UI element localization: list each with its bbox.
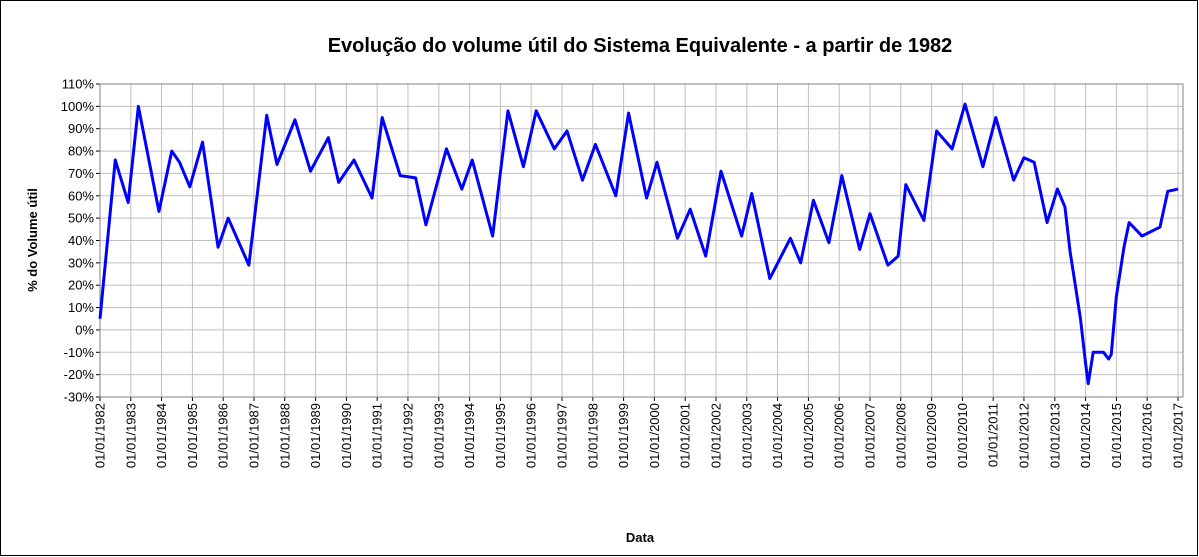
y-tick-label: -10% [64, 345, 95, 360]
x-tick-label: 01/01/1998 [585, 403, 600, 468]
y-tick-label: 40% [68, 233, 94, 248]
x-tick-label: 01/01/2008 [893, 403, 908, 468]
plot-frame [99, 83, 1184, 398]
x-tick-label: 01/01/1996 [524, 403, 539, 468]
x-tick-label: 01/01/1997 [555, 403, 570, 468]
x-tick-label: 01/01/1993 [431, 403, 446, 468]
x-tick-label: 01/01/2012 [1016, 403, 1031, 468]
x-tick-label: 01/01/1982 [93, 403, 108, 468]
y-tick-label: 30% [68, 255, 94, 270]
x-tick-label: 01/01/2011 [986, 403, 1001, 467]
x-tick-label: 01/01/1994 [462, 403, 477, 468]
y-tick-label: 0% [75, 322, 94, 337]
x-tick-label: 01/01/2002 [709, 403, 724, 468]
x-axis-label: Data [626, 530, 655, 545]
y-tick-label: 10% [68, 300, 94, 315]
x-tick-label: 01/01/1995 [493, 403, 508, 468]
y-tick-label: 80% [68, 144, 94, 159]
x-tick-label: 01/01/2001 [678, 403, 693, 468]
y-tick-label: -20% [64, 367, 95, 382]
x-tick-label: 01/01/2000 [647, 403, 662, 468]
y-tick-label: 60% [68, 188, 94, 203]
x-tick-label: 01/01/2014 [1078, 403, 1093, 468]
y-tick-label: -30% [64, 390, 95, 405]
x-tick-label: 01/01/2017 [1171, 403, 1186, 468]
x-tick-label: 01/01/1989 [308, 403, 323, 468]
y-tick-label: 50% [68, 211, 94, 226]
x-tick-label: 01/01/1985 [185, 403, 200, 468]
x-tick-label: 01/01/2004 [770, 403, 785, 468]
x-tick-label: 01/01/2016 [1140, 403, 1155, 468]
y-axis-label: % do Volume útil [25, 188, 40, 292]
x-tick-label: 01/01/2005 [801, 403, 816, 468]
x-tick-label: 01/01/2009 [924, 403, 939, 468]
x-tick-label: 01/01/2013 [1047, 403, 1062, 468]
y-tick-label: 110% [62, 77, 95, 92]
x-tick-label: 01/01/2003 [739, 403, 754, 468]
x-tick-label: 01/01/2006 [832, 403, 847, 468]
x-tick-label: 01/01/1992 [400, 403, 415, 468]
x-tick-label: 01/01/1999 [616, 403, 631, 468]
data-line [98, 102, 1179, 386]
x-tick-label: 01/01/2010 [955, 403, 970, 468]
x-tick-label: 01/01/1991 [370, 403, 385, 468]
y-tick-label: 20% [68, 278, 94, 293]
y-tick-label: 70% [68, 166, 94, 181]
chart-title: Evolução do volume útil do Sistema Equiv… [328, 35, 953, 57]
x-tick-label: 01/01/1984 [154, 403, 169, 468]
y-tick-label: 100% [61, 99, 95, 114]
x-tick-label: 01/01/1990 [339, 403, 354, 468]
x-tick-label: 01/01/1988 [277, 403, 292, 468]
x-tick-label: 01/01/1986 [216, 403, 231, 468]
y-tick-label: 90% [68, 121, 94, 136]
x-tick-label: 01/01/2015 [1109, 403, 1124, 468]
x-tick-label: 01/01/1987 [246, 403, 261, 468]
x-tick-label: 01/01/1983 [123, 403, 138, 468]
x-tick-label: 01/01/2007 [862, 403, 877, 468]
